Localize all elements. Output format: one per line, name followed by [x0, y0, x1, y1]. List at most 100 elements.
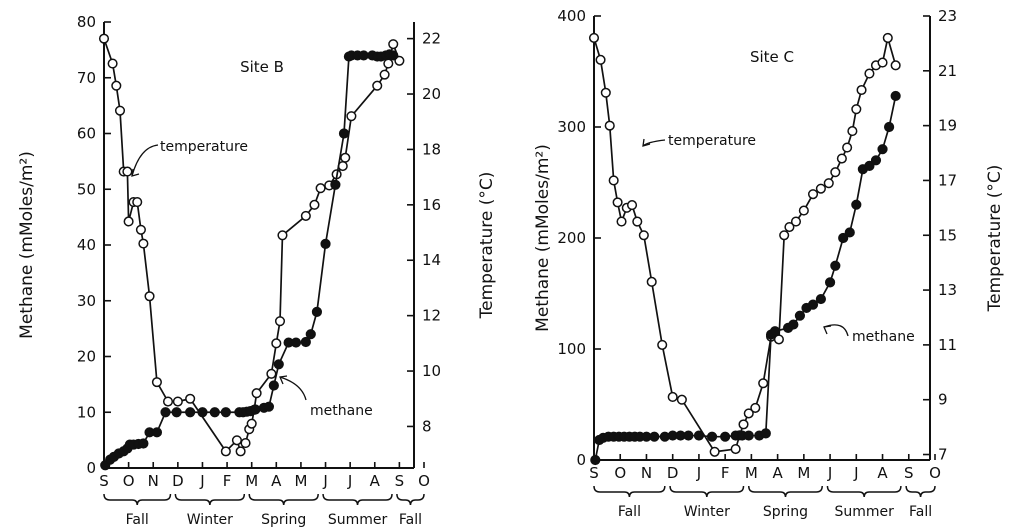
temperature-point — [135, 224, 146, 235]
season-brace — [248, 493, 319, 506]
right-tick-label: 18 — [422, 140, 441, 158]
month-label: A — [772, 464, 783, 482]
methane-point — [171, 407, 182, 418]
temperature-point — [830, 167, 841, 178]
left-tick-label: 10 — [77, 403, 96, 421]
temperature-point — [266, 368, 277, 379]
temperature-point — [138, 238, 149, 249]
methane-point — [338, 128, 350, 139]
season-label: Summer — [834, 504, 894, 520]
methane-point — [185, 407, 196, 418]
season-brace — [322, 493, 393, 506]
season-label: Fall — [126, 512, 149, 527]
month-label: M — [294, 472, 307, 490]
methane-point — [890, 90, 901, 102]
month-label: S — [395, 472, 405, 490]
methane-point — [877, 144, 888, 155]
methane-point — [290, 337, 302, 348]
methane-annotation: methane — [852, 329, 915, 345]
temperature-point — [890, 60, 901, 71]
temperature-point — [790, 216, 802, 227]
month-label: J — [696, 464, 701, 482]
temperature-point — [758, 378, 769, 389]
temperature-point — [842, 142, 853, 153]
temperature-point — [315, 183, 326, 194]
methane-point — [160, 407, 171, 418]
month-label: D — [667, 464, 679, 482]
methane-point — [807, 299, 819, 310]
right-tick-label: 11 — [938, 336, 957, 354]
season-label: Fall — [618, 504, 641, 520]
left-tick-label: 40 — [77, 236, 96, 254]
methane-point — [794, 310, 806, 321]
methane-point — [649, 431, 660, 442]
month-label: O — [929, 464, 941, 482]
month-label: S — [589, 464, 599, 482]
temperature-point — [185, 393, 196, 404]
temperature-point — [784, 221, 795, 233]
methane-point — [305, 329, 316, 340]
temperature-point — [162, 396, 174, 407]
methane-point — [760, 428, 771, 439]
temperature-arrowhead — [642, 138, 651, 147]
temperature-point — [588, 32, 600, 43]
temperature-point — [383, 58, 394, 69]
methane-point — [864, 160, 875, 171]
right-tick-label: 21 — [938, 62, 957, 80]
panel-title: Site B — [240, 58, 284, 76]
temperature-point — [779, 230, 790, 241]
temperature-point — [638, 230, 649, 241]
right-tick-label: 14 — [422, 251, 441, 269]
temperature-point — [847, 126, 858, 137]
temperature-point — [626, 200, 638, 211]
right-axis-title: Temperature (°C) — [477, 172, 497, 320]
panel-title: Site C — [750, 48, 794, 66]
temperature-point — [709, 446, 720, 457]
temperature-annotation: temperature — [160, 139, 248, 155]
methane-point — [720, 431, 731, 442]
temperature-point — [730, 443, 741, 455]
temperature-point — [379, 69, 390, 80]
right-tick-label: 22 — [422, 30, 441, 48]
temperature-point — [856, 84, 867, 96]
temperature-point — [608, 175, 619, 186]
temperature-point — [882, 32, 893, 43]
temperature-point — [122, 166, 133, 177]
methane-point — [590, 454, 601, 466]
methane-point — [743, 430, 754, 441]
methane-point — [693, 430, 705, 441]
methane-point — [706, 431, 718, 442]
temperature-point — [743, 408, 754, 419]
left-tick-label: 300 — [557, 118, 586, 136]
temperature-annotation: temperature — [668, 133, 756, 149]
temperature-point — [144, 291, 155, 302]
right-tick-label: 8 — [422, 417, 432, 435]
season-label: Fall — [399, 512, 422, 527]
left-tick-label: 200 — [557, 229, 586, 247]
temperature-point — [172, 396, 183, 407]
temperature-point — [114, 105, 126, 116]
methane-point — [838, 232, 849, 244]
methane-point — [311, 306, 323, 317]
temperature-line — [593, 37, 897, 453]
left-tick-label: 20 — [77, 348, 96, 366]
temperature-arrow — [131, 144, 159, 177]
season-brace — [103, 493, 172, 506]
month-label: O — [123, 472, 135, 490]
methane-point — [824, 277, 836, 288]
methane-point — [263, 401, 275, 412]
temperature-point — [107, 58, 118, 69]
left-tick-label: 30 — [77, 292, 96, 310]
temperature-point — [632, 216, 643, 227]
temperature-point — [807, 189, 819, 200]
temperature-point — [111, 80, 122, 91]
methane-point — [851, 199, 862, 210]
methane-point — [273, 359, 284, 370]
season-brace — [669, 485, 745, 498]
season-brace — [905, 485, 936, 498]
month-label: J — [827, 464, 832, 482]
methane-point — [250, 404, 261, 415]
temperature-point — [271, 338, 282, 349]
methane-point — [330, 179, 341, 190]
